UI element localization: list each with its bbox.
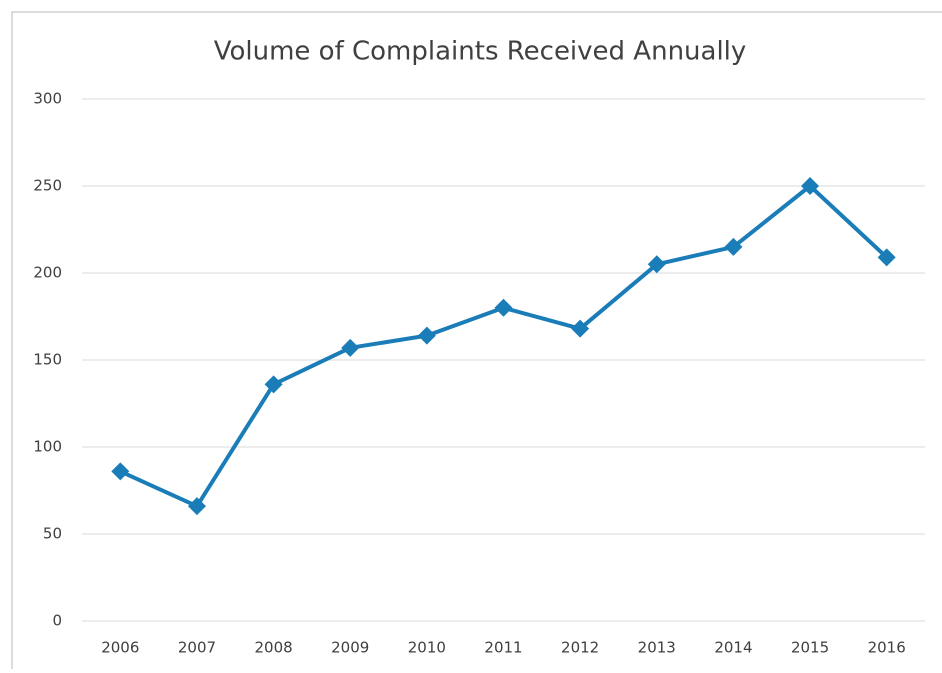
y-tick-label: 150	[33, 351, 62, 369]
data-point	[264, 375, 283, 394]
data-point	[571, 319, 590, 338]
y-tick-label: 200	[33, 264, 62, 282]
data-point	[877, 248, 896, 267]
x-tick-label: 2010	[408, 639, 446, 657]
data-point	[417, 326, 436, 345]
x-tick-label: 2012	[561, 639, 599, 657]
y-tick-label: 100	[33, 438, 62, 456]
x-tick-label: 2013	[638, 639, 676, 657]
data-point	[187, 497, 206, 516]
y-tick-label: 0	[52, 612, 62, 630]
chart-frame	[11, 11, 942, 673]
data-point	[801, 177, 820, 195]
y-tick-label: 250	[33, 177, 62, 195]
x-tick-label: 2011	[484, 639, 522, 657]
data-point	[341, 338, 360, 357]
data-point	[494, 298, 513, 317]
x-tick-label: 2009	[331, 639, 369, 657]
data-point	[647, 255, 666, 274]
x-tick-label: 2006	[101, 639, 139, 657]
x-tick-label: 2016	[868, 639, 906, 657]
x-tick-label: 2015	[791, 639, 829, 657]
y-tick-label: 300	[33, 90, 62, 108]
data-point	[111, 462, 130, 481]
x-tick-label: 2007	[178, 639, 216, 657]
x-tick-label: 2014	[714, 639, 752, 657]
x-tick-label: 2008	[254, 639, 292, 657]
chart-title: Volume of Complaints Received Annually	[214, 37, 747, 67]
data-point	[724, 237, 743, 256]
y-tick-label: 50	[43, 525, 62, 543]
